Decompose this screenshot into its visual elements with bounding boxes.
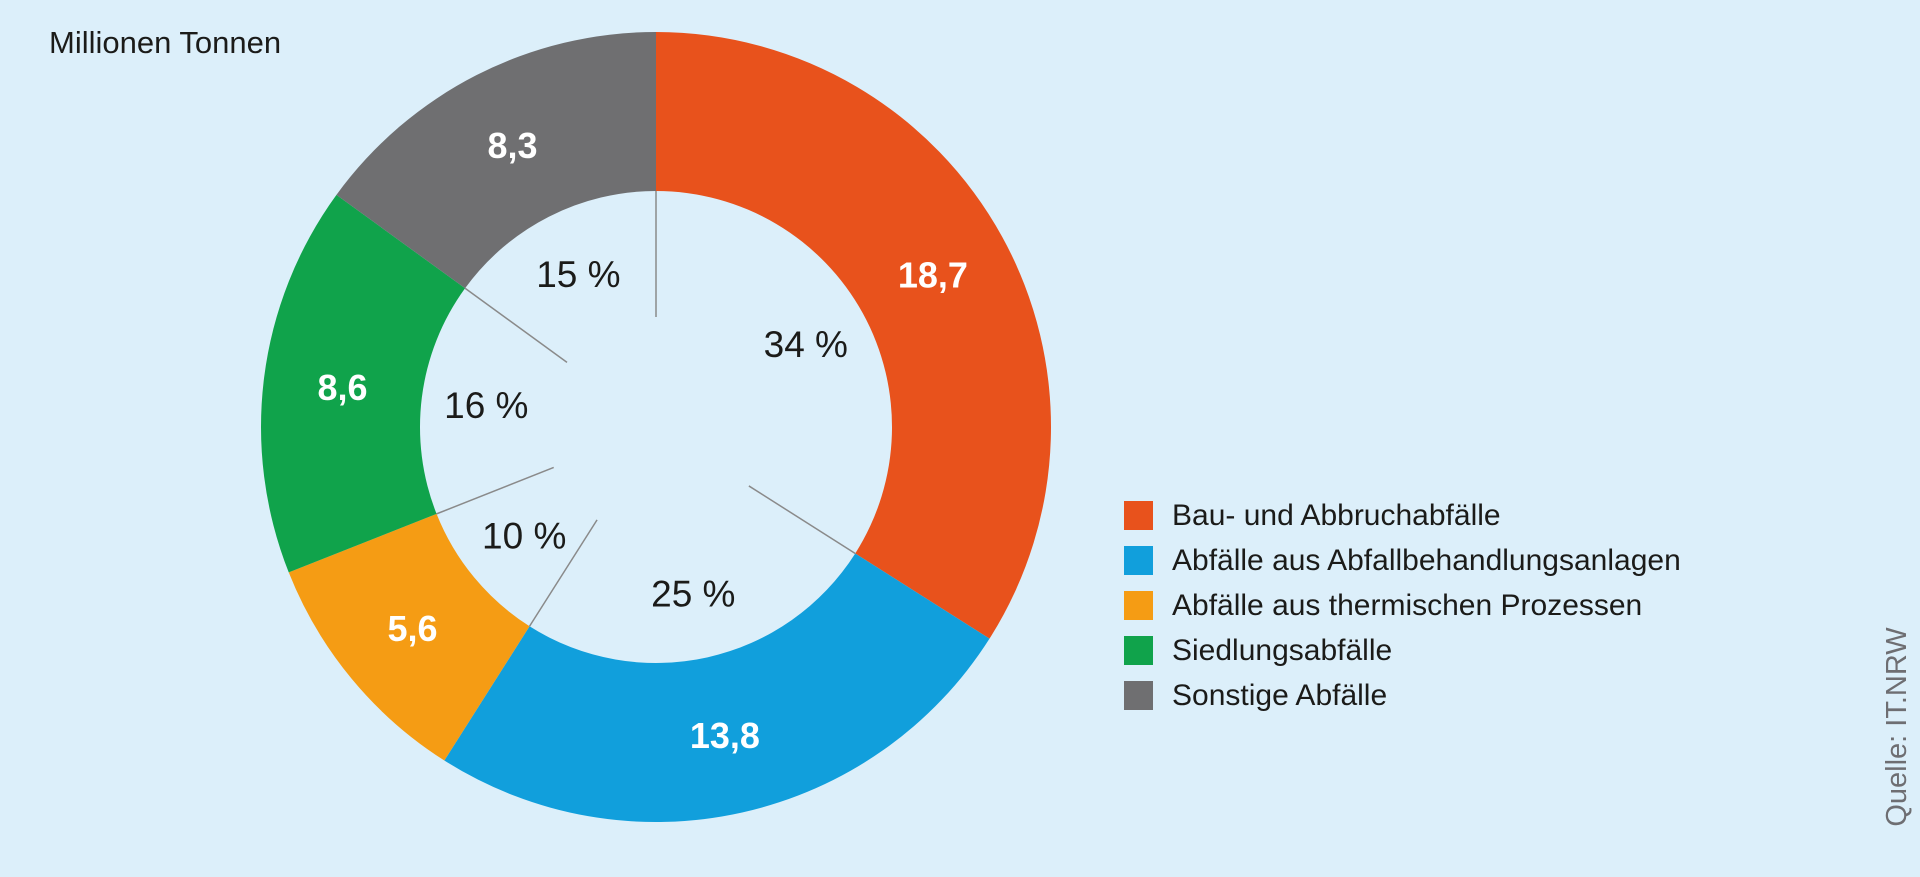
percent-label-4: 15 % xyxy=(536,254,620,295)
legend-item-4: Sonstige Abfälle xyxy=(1124,679,1681,712)
donut-segments xyxy=(261,32,1051,822)
legend: Bau- und Abbruchabfälle Abfälle aus Abfal… xyxy=(1124,501,1681,726)
legend-item-3: Siedlungsabfälle xyxy=(1124,634,1681,667)
legend-item-2: Abfälle aus thermischen Prozessen xyxy=(1124,589,1681,622)
donut-segment-4 xyxy=(336,32,656,289)
leader-line-2 xyxy=(528,519,598,627)
percent-label-2: 10 % xyxy=(482,516,566,557)
legend-label-0: Bau- und Abbruchabfälle xyxy=(1172,499,1501,532)
source-note: Quelle: IT.NRW xyxy=(1881,627,1913,827)
legend-label-1: Abfälle aus Abfallbehandlungsanlagen xyxy=(1172,544,1681,577)
chart-title: Millionen Tonnen xyxy=(49,25,282,60)
leader-line-1 xyxy=(748,485,856,555)
donut-segment-3 xyxy=(261,194,466,573)
leader-line-3 xyxy=(436,466,554,515)
percent-label-3: 16 % xyxy=(444,385,528,426)
legend-swatch-3 xyxy=(1124,636,1153,665)
percent-label-0: 34 % xyxy=(764,324,848,365)
legend-item-1: Abfälle aus Abfallbehandlungsanlagen xyxy=(1124,544,1681,577)
legend-label-4: Sonstige Abfälle xyxy=(1172,679,1388,712)
donut-labels: 34 % 18,7 25 % 13,8 10 % 5,6 16 % 8,6 15 % 8,3 xyxy=(317,125,967,756)
value-label-0: 18,7 xyxy=(898,254,968,295)
value-label-2: 5,6 xyxy=(387,608,437,649)
value-label-1: 13,8 xyxy=(690,715,760,756)
legend-swatch-2 xyxy=(1124,591,1153,620)
value-label-3: 8,6 xyxy=(317,367,367,408)
legend-swatch-1 xyxy=(1124,546,1153,575)
value-label-4: 8,3 xyxy=(487,125,537,166)
legend-item-0: Bau- und Abbruchabfälle xyxy=(1124,499,1681,532)
leader-lines xyxy=(436,191,856,627)
legend-label-2: Abfälle aus thermischen Prozessen xyxy=(1172,589,1643,622)
percent-label-1: 25 % xyxy=(651,573,735,614)
donut-segment-1 xyxy=(444,553,990,822)
leader-line-4 xyxy=(464,287,568,363)
legend-swatch-0 xyxy=(1124,501,1153,530)
donut-segment-0 xyxy=(656,32,1051,639)
legend-swatch-4 xyxy=(1124,681,1153,710)
legend-label-3: Siedlungsabfälle xyxy=(1172,634,1393,667)
donut-segment-2 xyxy=(288,513,530,761)
